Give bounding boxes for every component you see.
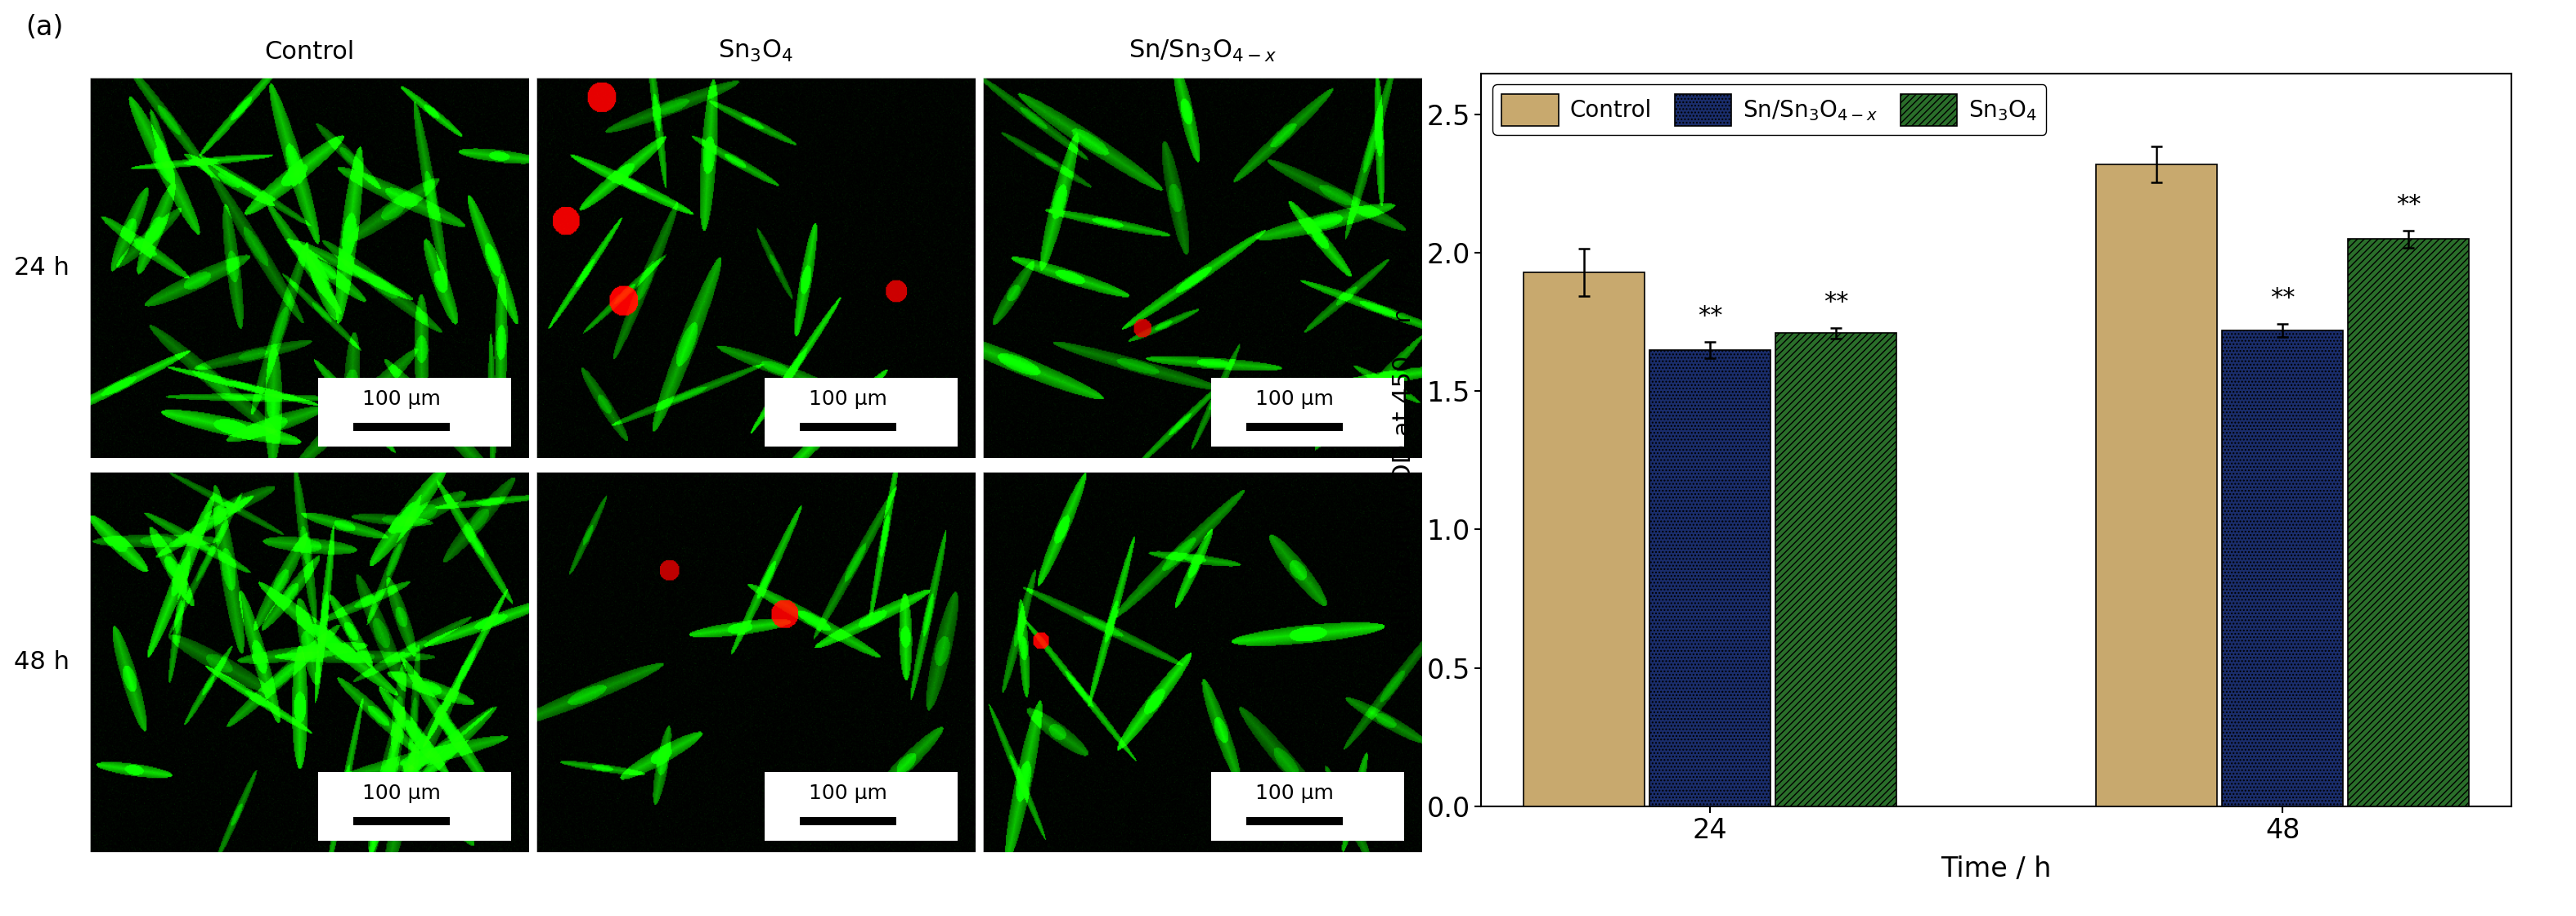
Text: 100 μm: 100 μm: [809, 389, 886, 409]
Text: 48 h: 48 h: [13, 650, 70, 673]
FancyBboxPatch shape: [765, 378, 958, 447]
Bar: [1247, 423, 1342, 431]
Text: **: **: [2396, 193, 2421, 217]
FancyBboxPatch shape: [319, 378, 513, 447]
Text: **: **: [1698, 304, 1723, 328]
FancyBboxPatch shape: [765, 772, 958, 841]
X-axis label: Time / h: Time / h: [1942, 856, 2050, 882]
Text: 24 h: 24 h: [13, 256, 70, 279]
Text: **: **: [1824, 290, 1850, 314]
Text: (a): (a): [26, 15, 64, 41]
FancyBboxPatch shape: [319, 772, 513, 841]
Bar: [1775, 333, 1896, 806]
Bar: [2097, 165, 2218, 806]
Y-axis label: Cell viability (OD at 450 nm) / a.u.: Cell viability (OD at 450 nm) / a.u.: [1391, 226, 1414, 653]
Text: Control: Control: [265, 40, 355, 64]
Bar: [801, 817, 896, 825]
Bar: [1522, 272, 1646, 806]
Bar: [353, 817, 451, 825]
Text: 100 μm: 100 μm: [363, 783, 440, 802]
Bar: [1649, 350, 1770, 806]
Text: 100 μm: 100 μm: [1255, 389, 1334, 409]
Bar: [2223, 331, 2344, 806]
Text: 100 μm: 100 μm: [363, 389, 440, 409]
Text: **: **: [2269, 286, 2295, 310]
FancyBboxPatch shape: [1211, 378, 1404, 447]
Text: $\mathrm{Sn_3O_4}$: $\mathrm{Sn_3O_4}$: [719, 38, 793, 64]
Bar: [2347, 239, 2470, 806]
Bar: [801, 423, 896, 431]
Text: $\mathrm{Sn/Sn_3O_{4-\mathit{x}}}$: $\mathrm{Sn/Sn_3O_{4-\mathit{x}}}$: [1128, 38, 1278, 64]
Text: (b): (b): [1512, 92, 1551, 118]
Text: 100 μm: 100 μm: [1255, 783, 1334, 802]
Bar: [353, 423, 451, 431]
FancyBboxPatch shape: [1211, 772, 1404, 841]
Text: 100 μm: 100 μm: [809, 783, 886, 802]
Legend: Control, $\mathrm{Sn/Sn_3O_{4-\mathit{x}}}$, $\mathrm{Sn_3O_4}$: Control, $\mathrm{Sn/Sn_3O_{4-\mathit{x}…: [1492, 84, 2045, 135]
Bar: [1247, 817, 1342, 825]
